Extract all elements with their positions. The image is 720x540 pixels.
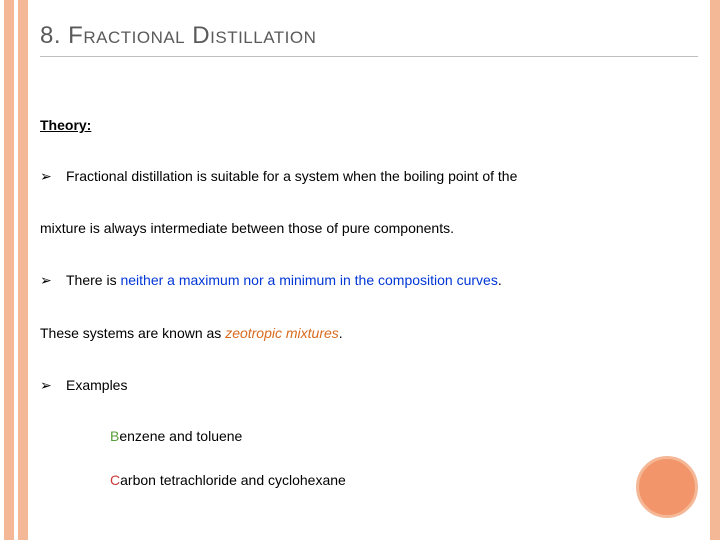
bullet-2-continuation: These systems are known as zeotropic mix… bbox=[40, 324, 698, 342]
bullet-2-cont-period: . bbox=[339, 325, 343, 341]
zeotropic-term: zeotropic mixtures bbox=[225, 325, 339, 341]
theory-heading: Theory: bbox=[40, 117, 698, 133]
example-1-rest: enzene and toluene bbox=[119, 428, 242, 444]
decorative-stripe-right bbox=[710, 0, 720, 540]
example-2: Carbon tetrachloride and cyclohexane bbox=[110, 472, 698, 488]
bullet-2: ➢ There is neither a maximum nor a minim… bbox=[40, 271, 698, 289]
bullet-arrow-icon: ➢ bbox=[40, 376, 66, 394]
bullet-1-continuation: mixture is always intermediate between t… bbox=[40, 219, 698, 237]
bullet-arrow-icon: ➢ bbox=[40, 167, 66, 185]
decorative-stripe-left-2 bbox=[18, 0, 28, 540]
bullet-2-text: There is neither a maximum nor a minimum… bbox=[66, 271, 698, 289]
bullet-1: ➢ Fractional distillation is suitable fo… bbox=[40, 167, 698, 185]
bullet-3-text: Examples bbox=[66, 376, 698, 394]
bullet-2-highlight: neither a maximum nor a minimum in the c… bbox=[120, 272, 497, 288]
bullet-2-prefix: There is bbox=[66, 272, 120, 288]
example-1: Benzene and toluene bbox=[110, 428, 698, 444]
bullet-arrow-icon: ➢ bbox=[40, 271, 66, 289]
example-1-first-letter: B bbox=[110, 428, 119, 444]
title-underline bbox=[40, 56, 698, 57]
decorative-stripe-left-1 bbox=[4, 0, 14, 540]
bullet-3: ➢ Examples bbox=[40, 376, 698, 394]
slide-title: 8. Fractional Distillation bbox=[40, 22, 698, 50]
bullet-2-cont-prefix: These systems are known as bbox=[40, 325, 225, 341]
example-2-rest: arbon tetrachloride and cyclohexane bbox=[120, 472, 346, 488]
bullet-2-period: . bbox=[498, 272, 502, 288]
example-2-first-letter: C bbox=[110, 472, 120, 488]
bullet-1-text: Fractional distillation is suitable for … bbox=[66, 167, 698, 185]
slide-content: 8. Fractional Distillation Theory: ➢ Fra… bbox=[40, 22, 698, 516]
